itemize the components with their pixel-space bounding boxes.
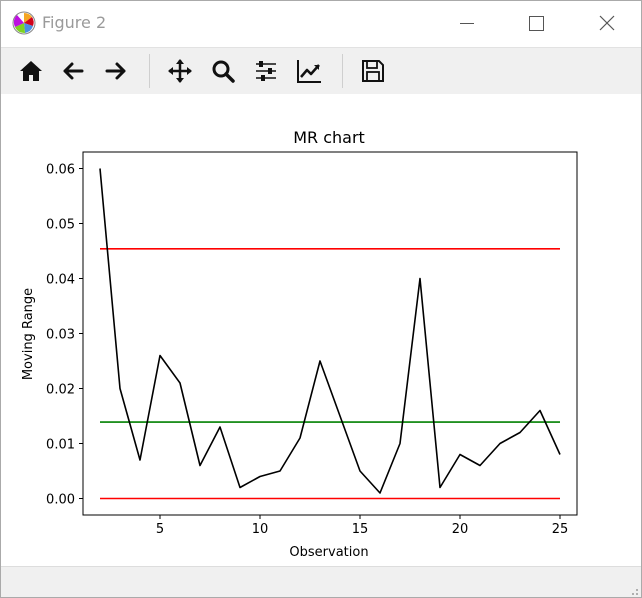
- x-tick-label: 5: [156, 522, 164, 537]
- maximize-button[interactable]: [513, 1, 559, 46]
- save-button[interactable]: [358, 56, 388, 86]
- chart-line-icon: [297, 60, 321, 83]
- close-button[interactable]: [584, 1, 630, 46]
- x-axis-label: Observation: [289, 545, 368, 560]
- y-tick-label: 0.00: [46, 493, 75, 508]
- figure-canvas[interactable]: MR chart Observation Moving Range 5 10 15 2…: [1, 94, 641, 565]
- move-icon: [168, 59, 192, 83]
- resize-grip-icon[interactable]: [627, 584, 639, 596]
- pan-button[interactable]: [165, 56, 195, 86]
- sliders-icon: [256, 61, 276, 81]
- y-tick-label: 0.03: [46, 328, 75, 343]
- forward-button[interactable]: [101, 56, 131, 86]
- back-button[interactable]: [58, 56, 88, 86]
- home-icon: [20, 61, 42, 81]
- y-tick-label: 0.06: [46, 163, 75, 178]
- toolbar-separator: [342, 54, 343, 88]
- navigation-toolbar: [1, 47, 641, 95]
- magnifier-icon: [212, 60, 235, 83]
- y-axis-label: Moving Range: [21, 288, 36, 380]
- zoom-button[interactable]: [208, 56, 238, 86]
- y-tick-label: 0.05: [46, 218, 75, 233]
- moving-range-line: [99, 168, 561, 494]
- x-tick-label: 10: [252, 522, 269, 537]
- mr-chart: MR chart Observation Moving Range 5 10 15 2…: [21, 128, 578, 560]
- minimize-button[interactable]: [444, 1, 490, 46]
- close-icon: [599, 15, 615, 31]
- matplotlib-logo-icon: [12, 11, 36, 35]
- minimize-icon: [460, 23, 474, 24]
- arrow-left-icon: [63, 62, 84, 80]
- window-title: Figure 2: [42, 13, 107, 32]
- edit-axes-button[interactable]: [294, 56, 324, 86]
- x-tick-label: 15: [352, 522, 369, 537]
- chart-title: MR chart: [293, 128, 365, 147]
- arrow-right-icon: [105, 62, 126, 80]
- plot-area: [82, 151, 578, 516]
- title-bar[interactable]: Figure 2: [1, 1, 641, 46]
- y-tick-label: 0.04: [46, 273, 75, 288]
- x-tick-label: 20: [452, 522, 469, 537]
- y-tick-label: 0.02: [46, 383, 75, 398]
- subplots-button[interactable]: [251, 56, 281, 86]
- maximize-icon: [529, 16, 544, 31]
- x-tick-label: 25: [552, 522, 569, 537]
- floppy-disk-icon: [362, 60, 384, 82]
- home-button[interactable]: [16, 56, 46, 86]
- status-bar: [1, 566, 641, 597]
- y-tick-label: 0.01: [46, 438, 75, 453]
- toolbar-separator: [149, 54, 150, 88]
